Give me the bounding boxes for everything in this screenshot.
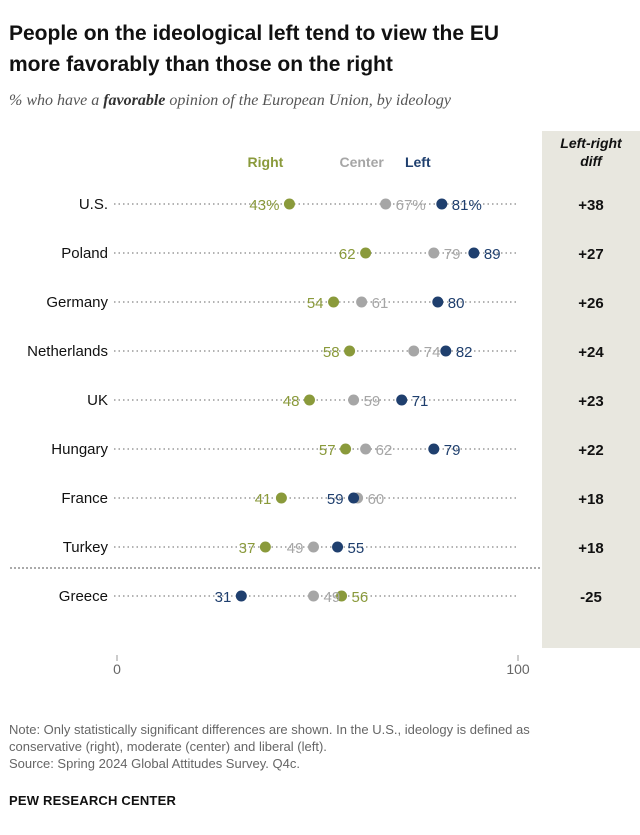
data-label-center: 74 xyxy=(424,344,441,361)
axis-tick-label-0: 0 xyxy=(113,661,121,677)
data-label-left: 82 xyxy=(456,344,473,361)
row-diff-value: +18 xyxy=(578,491,603,508)
dot-center xyxy=(360,443,372,455)
dot-left xyxy=(332,541,344,553)
dot-left xyxy=(436,198,448,210)
data-label-center: 49 xyxy=(287,540,304,557)
dot-left xyxy=(396,394,408,406)
row-diff-value: +24 xyxy=(578,344,604,361)
subtitle-bold: favorable xyxy=(103,92,166,109)
data-label-right: 37 xyxy=(239,540,256,557)
dot-right xyxy=(275,492,287,504)
data-label-center: 60 xyxy=(368,491,385,508)
dot-right xyxy=(336,590,348,602)
note-line1: Note: Only statistically significant dif… xyxy=(9,722,530,737)
data-label-left: 31 xyxy=(215,589,232,606)
dot-center xyxy=(356,296,368,308)
data-label-center: 79 xyxy=(444,246,461,263)
data-label-right: 54 xyxy=(307,295,324,312)
diff-column-header: Left-right diff xyxy=(542,134,640,170)
dot-right xyxy=(283,198,295,210)
data-label-center: 67% xyxy=(396,197,426,214)
dot-center xyxy=(428,247,440,259)
data-label-center: 61 xyxy=(372,295,389,312)
data-label-right: 57 xyxy=(319,442,336,459)
dot-center xyxy=(408,345,420,357)
dot-right xyxy=(328,296,340,308)
note-line2: conservative (right), moderate (center) … xyxy=(9,739,327,754)
chart-note: Note: Only statistically significant dif… xyxy=(9,721,629,772)
dot-right xyxy=(340,443,352,455)
data-label-left: 80 xyxy=(448,295,465,312)
row-diff-value: +23 xyxy=(578,393,603,410)
data-label-left: 79 xyxy=(444,442,461,459)
dot-left xyxy=(348,492,360,504)
dot-center xyxy=(348,394,360,406)
row-diff-value: +38 xyxy=(578,197,603,214)
data-label-left: 59 xyxy=(327,491,344,508)
data-label-left: 71 xyxy=(412,393,429,410)
legend-center: Center xyxy=(339,154,384,170)
dot-left xyxy=(432,296,444,308)
legend-right: Right xyxy=(248,154,284,170)
row-diff-value: +22 xyxy=(578,442,603,459)
dot-right xyxy=(259,541,271,553)
diff-column-background xyxy=(542,131,640,648)
dot-left xyxy=(235,590,247,602)
data-label-right: 48 xyxy=(283,393,300,410)
row-diff-value: +26 xyxy=(578,295,603,312)
dot-center xyxy=(307,590,319,602)
chart-subtitle: % who have a favorable opinion of the Eu… xyxy=(9,92,451,110)
row-diff-value: -25 xyxy=(580,589,602,606)
row-label-country: Netherlands xyxy=(27,343,108,360)
dot-right xyxy=(303,394,315,406)
data-label-center: 59 xyxy=(364,393,381,410)
row-label-country: Greece xyxy=(59,588,108,605)
data-label-right: 41 xyxy=(255,491,272,508)
row-label-country: U.S. xyxy=(79,196,108,213)
chart-title-line1: People on the ideological left tend to v… xyxy=(9,22,500,45)
source-line: Source: Spring 2024 Global Attitudes Sur… xyxy=(9,756,300,771)
data-label-right: 62 xyxy=(339,246,356,263)
dot-center xyxy=(380,198,392,210)
brand-logo-text: PEW RESEARCH CENTER xyxy=(9,793,177,808)
dot-center xyxy=(307,541,319,553)
data-label-left: 89 xyxy=(484,246,501,263)
row-label-country: Turkey xyxy=(63,539,109,556)
data-label-center: 62 xyxy=(376,442,393,459)
legend-left: Left xyxy=(405,154,431,170)
row-label-country: Hungary xyxy=(51,441,108,458)
data-label-left: 55 xyxy=(348,540,365,557)
row-diff-value: +27 xyxy=(578,246,603,263)
row-label-country: UK xyxy=(87,392,108,409)
row-label-country: France xyxy=(61,490,108,507)
dot-left xyxy=(440,345,452,357)
subtitle-pre: % who have a xyxy=(9,92,104,109)
data-label-right: 56 xyxy=(352,589,369,606)
dot-left xyxy=(468,247,480,259)
row-diff-value: +18 xyxy=(578,540,603,557)
subtitle-post: opinion of the European Union, by ideolo… xyxy=(165,92,451,109)
data-label-left: 81% xyxy=(452,197,482,214)
data-label-center: 49 xyxy=(323,589,340,606)
chart-title: People on the ideological left tend to v… xyxy=(9,18,629,80)
dot-right xyxy=(360,247,372,259)
axis-tick-label-100: 100 xyxy=(506,661,530,677)
row-label-country: Poland xyxy=(61,245,108,262)
diff-header-line1: Left-right xyxy=(560,135,622,151)
data-label-right: 43% xyxy=(249,197,279,214)
diff-header-line2: diff xyxy=(580,153,602,169)
chart-title-line2: more favorably than those on the right xyxy=(9,53,393,76)
data-label-right: 58 xyxy=(323,344,340,361)
dot-left xyxy=(428,443,440,455)
row-label-country: Germany xyxy=(46,294,108,311)
dot-right xyxy=(344,345,356,357)
